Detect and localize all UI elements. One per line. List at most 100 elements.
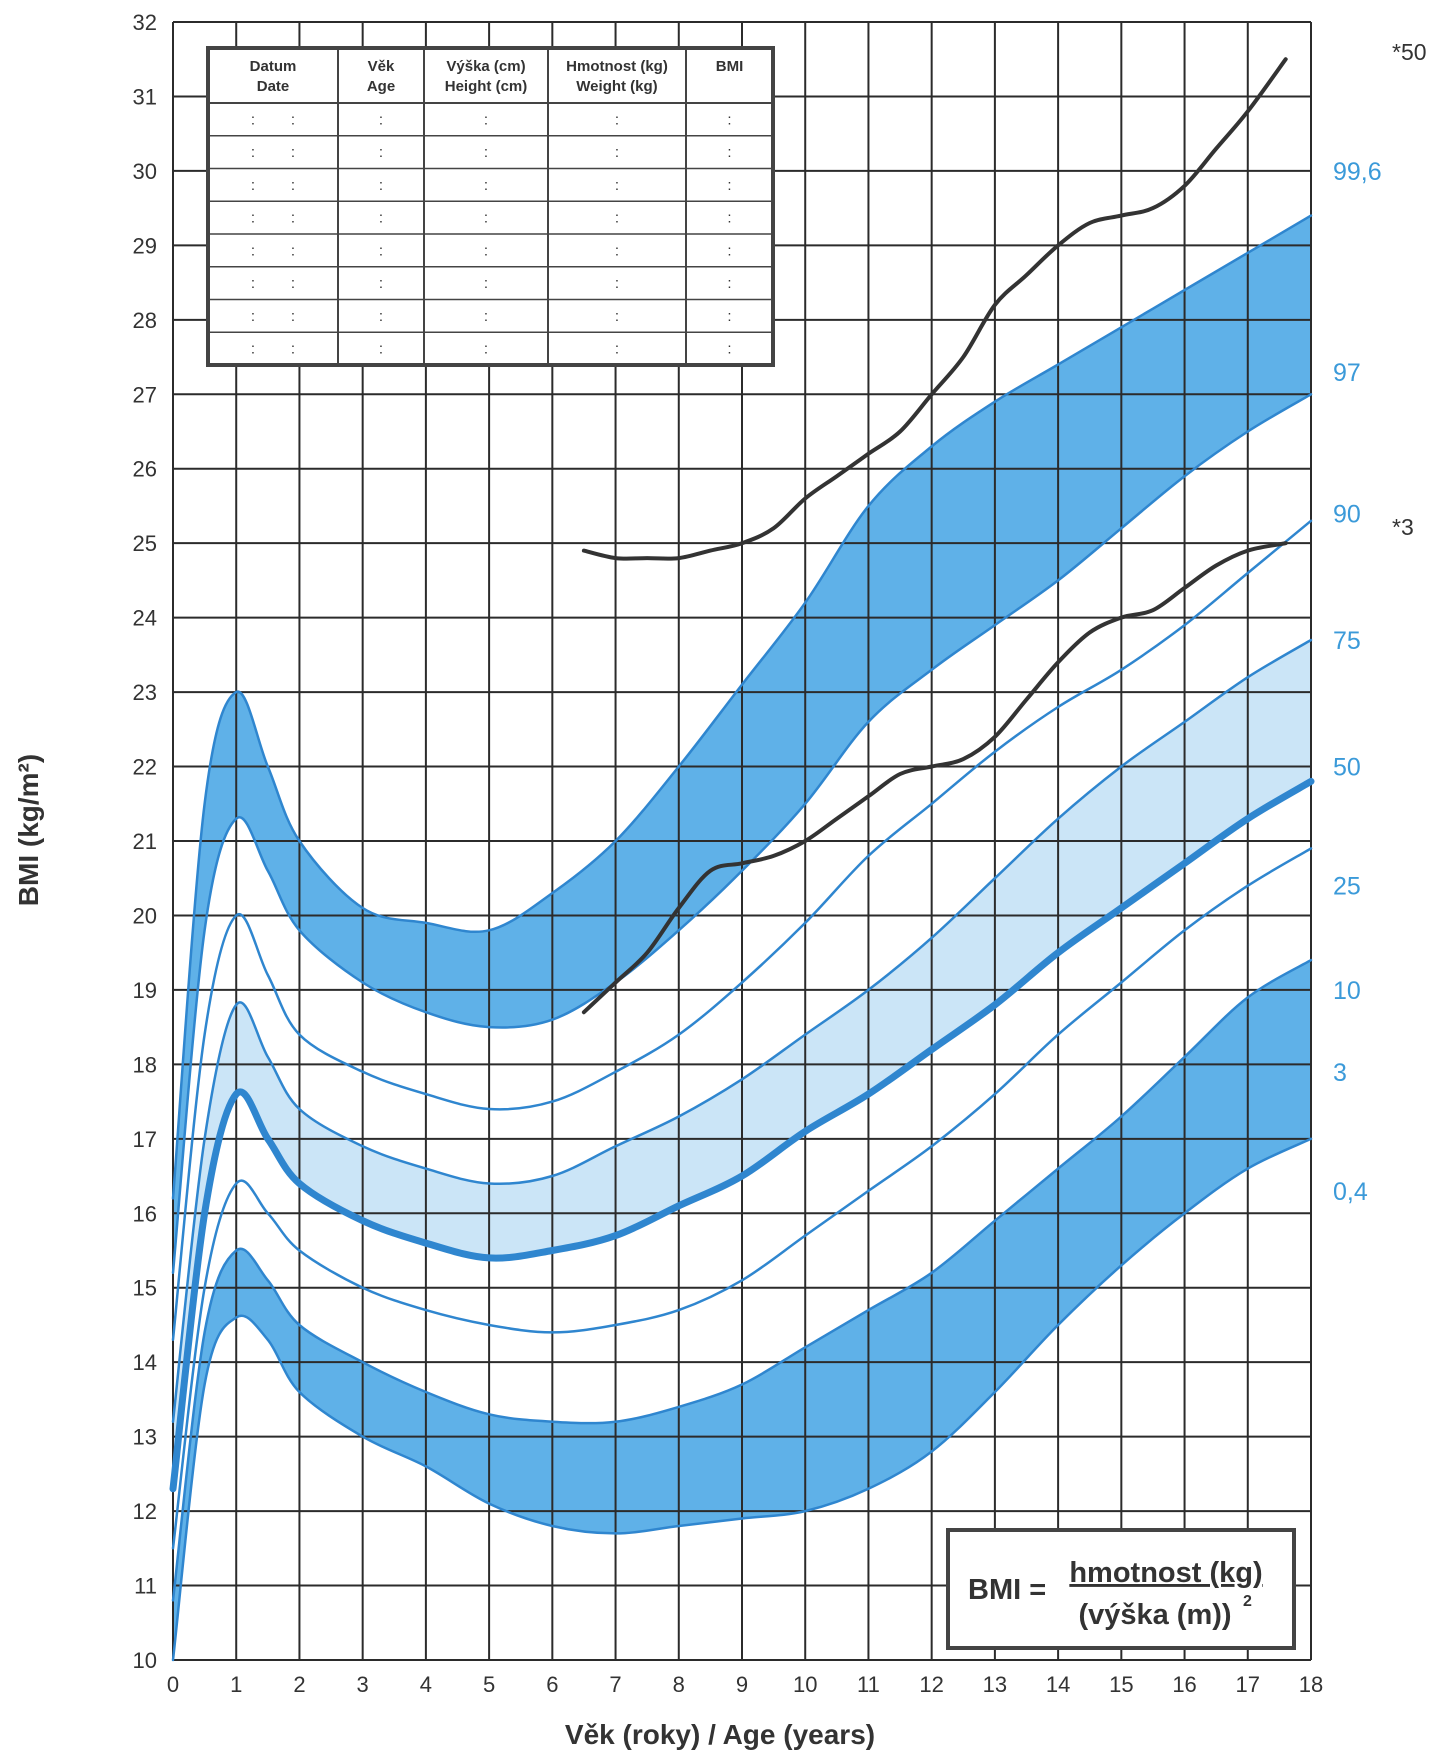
percentile-line-75 (171, 519, 1313, 1342)
table-cell: : (484, 308, 488, 325)
label-star-50: *50 (1392, 39, 1427, 65)
table-cell: : (615, 341, 619, 358)
y-tick-label: 26 (133, 457, 157, 482)
y-tick-label: 11 (134, 1574, 157, 1599)
table-cell: : (615, 242, 619, 259)
y-tick-label: 31 (133, 84, 157, 109)
data-table: Datum Date Věk Age Výška (cm) Height (cm) Hmot… (206, 46, 775, 367)
table-cell: : (484, 275, 488, 292)
percentile-line-0-4 (171, 1137, 1313, 1662)
x-tick-label: 4 (420, 1672, 432, 1697)
x-tick-label: 8 (673, 1672, 685, 1697)
table-cell: : (727, 242, 731, 259)
y-tick-label: 14 (133, 1350, 157, 1375)
table-cell: : (727, 275, 731, 292)
table-header-cell: Výška (cm) (446, 58, 525, 75)
table-cell: : (291, 242, 295, 259)
percentile-label: 10 (1333, 977, 1361, 1005)
table-cell: : (379, 308, 383, 325)
table-cell: : (379, 111, 383, 128)
percentile-lines (169, 214, 1315, 1662)
y-tick-label: 18 (133, 1052, 157, 1077)
patient-curve-star-50 (581, 57, 1288, 561)
y-tick-label: 12 (133, 1499, 157, 1524)
table-cell: : (251, 275, 255, 292)
y-tick-labels: 10 11 12 13 14 15 16 17 18 19 20 21 22 23 24 25 26 27 28 29… (133, 10, 157, 1673)
formula-frame (946, 1528, 1296, 1650)
table-cell: : (615, 275, 619, 292)
percentile-label: 0,4 (1333, 1178, 1368, 1206)
formula-lhs: BMI = (968, 1574, 1046, 1606)
x-tick-label: 11 (857, 1672, 880, 1697)
percentile-label: 3 (1333, 1059, 1347, 1087)
x-tick-label: 6 (546, 1672, 558, 1697)
table-cell: : (291, 111, 295, 128)
x-tick-label: 1 (230, 1672, 242, 1697)
x-tick-label: 12 (919, 1672, 943, 1697)
table-cell: : (615, 210, 619, 227)
table-cell: : (251, 210, 255, 227)
y-tick-label: 24 (133, 606, 157, 631)
table-cell: : (291, 144, 295, 161)
x-tick-label: 14 (1046, 1672, 1070, 1697)
percentile-line-50 (171, 638, 1313, 1423)
percentile-line-90 (171, 393, 1313, 1275)
band-middle (173, 640, 1311, 1489)
table-cell: : (615, 111, 619, 128)
table-cell: : (251, 144, 255, 161)
table-header-cell: Date (257, 78, 290, 95)
percentile-label: 99,6 (1333, 158, 1382, 186)
table-cell: : (727, 210, 731, 227)
table-cell: : (251, 111, 255, 128)
y-tick-label: 32 (133, 10, 157, 35)
y-tick-label: 20 (133, 903, 157, 928)
x-tick-label: 13 (983, 1672, 1007, 1697)
x-tick-label: 10 (793, 1672, 817, 1697)
y-tick-label: 22 (133, 755, 157, 780)
percentile-labels: 99,6 97 90 75 50 25 10 3 0,4 (1333, 158, 1382, 1206)
percentile-line-97 (171, 214, 1313, 1200)
x-tick-label: 18 (1299, 1672, 1323, 1697)
x-tick-label: 15 (1109, 1672, 1133, 1697)
x-tick-label: 5 (483, 1672, 495, 1697)
y-tick-label: 16 (133, 1201, 157, 1226)
table-cell: : (251, 341, 255, 358)
table-cell: : (615, 177, 619, 194)
percentile-label: 25 (1333, 873, 1361, 901)
bmi-formula-box: BMI = hmotnost (kg) (výška (m)) 2 (946, 1528, 1296, 1650)
x-tick-label: 0 (167, 1672, 179, 1697)
table-cell: : (291, 308, 295, 325)
y-tick-label: 27 (133, 382, 157, 407)
percentile-label: 75 (1333, 627, 1361, 655)
x-tick-label: 16 (1172, 1672, 1196, 1697)
table-cell: : (727, 111, 731, 128)
y-tick-label: 19 (133, 978, 157, 1003)
percentile-line-25 (169, 777, 1315, 1493)
table-header-cell: Height (cm) (445, 78, 528, 95)
table-cell: : (251, 242, 255, 259)
percentile-label: 50 (1333, 754, 1361, 782)
y-tick-label: 30 (133, 159, 157, 184)
table-header-cell: Věk (368, 58, 395, 75)
y-tick-label: 17 (133, 1127, 157, 1152)
percentile-line-3 (171, 958, 1313, 1602)
table-cell: : (379, 210, 383, 227)
table-cell: : (291, 275, 295, 292)
table-cell: : (291, 210, 295, 227)
table-cell: : (484, 111, 488, 128)
label-star-3: *3 (1392, 514, 1414, 540)
x-tick-label: 9 (736, 1672, 748, 1697)
table-cell: : (484, 210, 488, 227)
table-cell: : (251, 308, 255, 325)
y-tick-label: 10 (133, 1648, 157, 1673)
table-cell: : (291, 341, 295, 358)
y-tick-label: 28 (133, 308, 157, 333)
table-cell: : (727, 341, 731, 358)
table-cell: : (379, 144, 383, 161)
table-cell: : (484, 177, 488, 194)
formula-denominator: (výška (m)) (1078, 1599, 1231, 1631)
y-axis-title: BMI (kg/m²) (13, 754, 44, 906)
table-cell: : (727, 144, 731, 161)
table-cell: : (484, 144, 488, 161)
